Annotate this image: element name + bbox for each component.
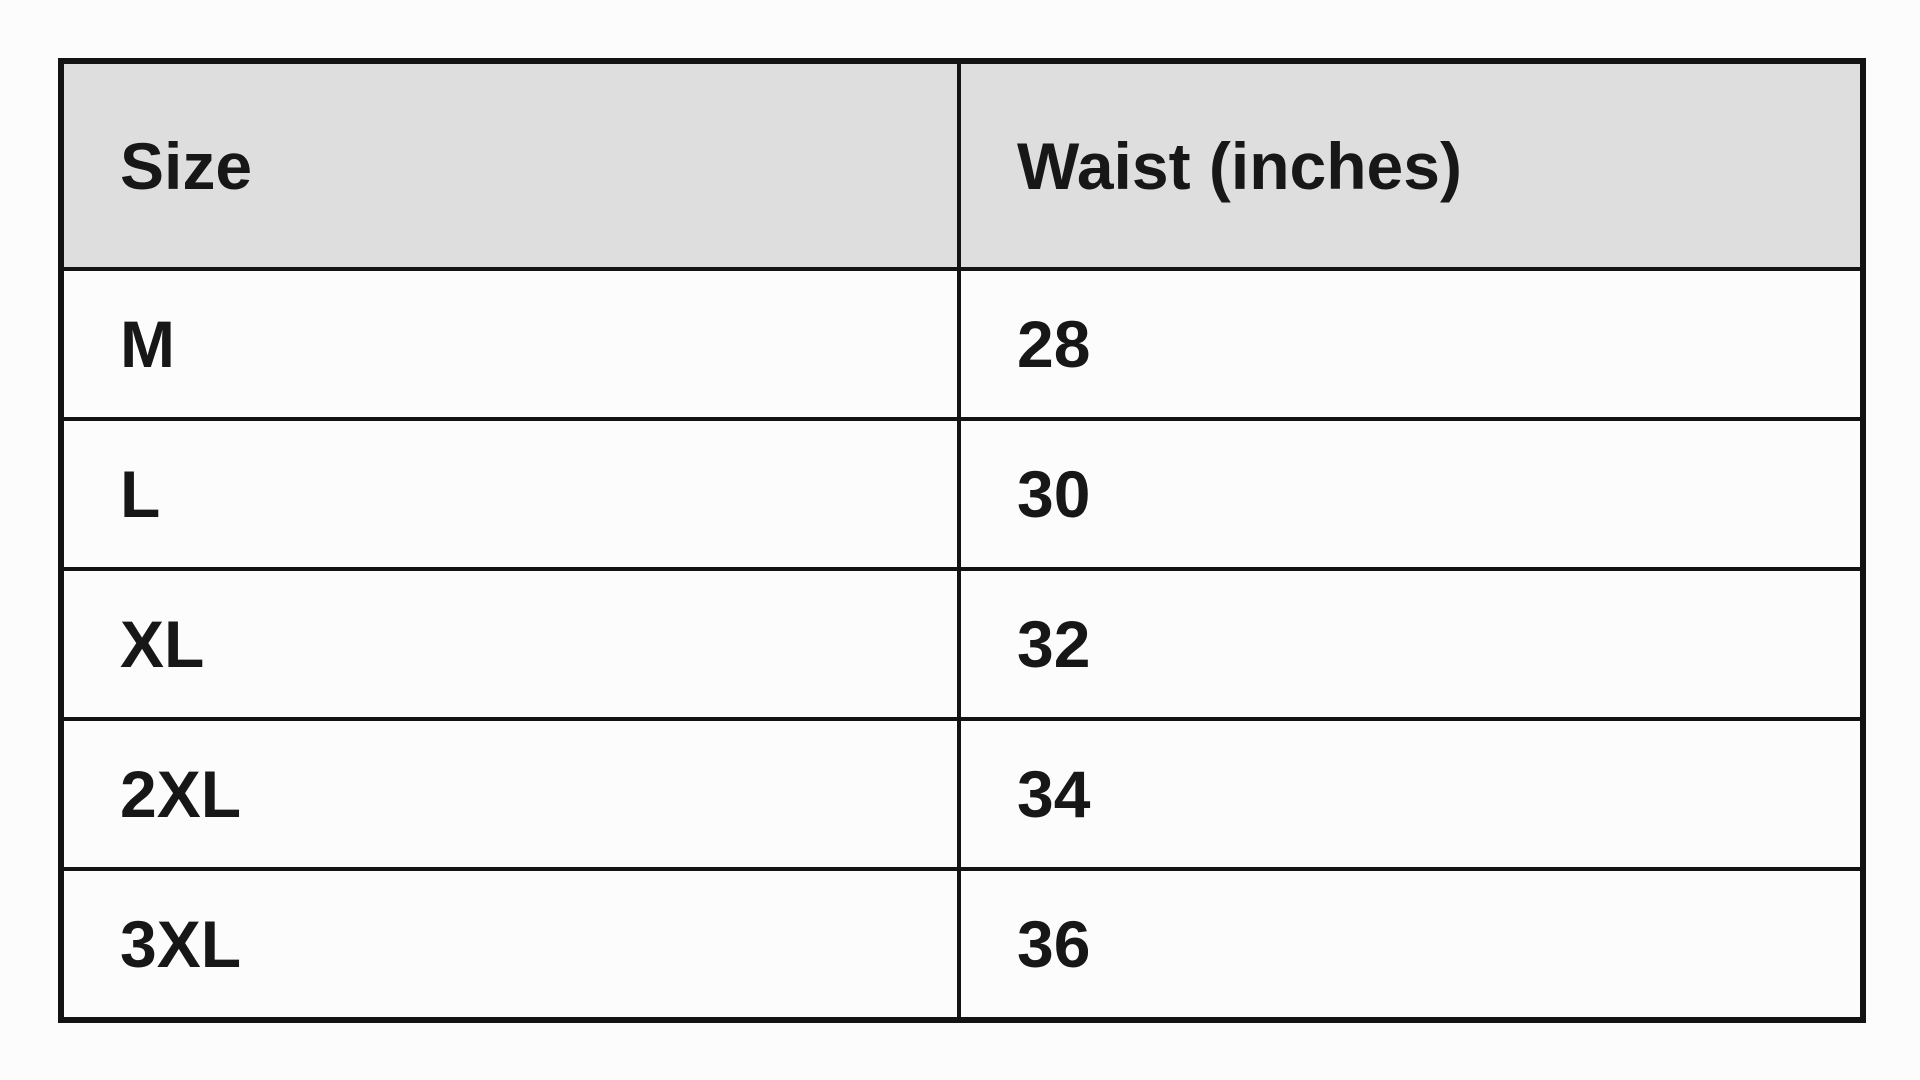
table-row: XL 32	[59, 567, 1865, 721]
column-header-size: Size	[59, 59, 961, 271]
size-cell: XL	[59, 567, 961, 721]
size-cell: M	[59, 267, 961, 421]
header-row: Size Waist (inches)	[59, 59, 1865, 271]
size-cell: 3XL	[59, 867, 961, 1022]
waist-cell: 30	[957, 417, 1865, 571]
waist-cell: 28	[957, 267, 1865, 421]
table-row: 3XL 36	[59, 867, 1865, 1022]
size-cell: L	[59, 417, 961, 571]
table-row: 2XL 34	[59, 717, 1865, 871]
table-row: M 28	[59, 267, 1865, 421]
waist-cell: 34	[957, 717, 1865, 871]
size-chart-table: Size Waist (inches) M 28 L 30 XL 32 2XL …	[58, 58, 1866, 1023]
waist-cell: 36	[957, 867, 1865, 1022]
waist-cell: 32	[957, 567, 1865, 721]
size-cell: 2XL	[59, 717, 961, 871]
table-row: L 30	[59, 417, 1865, 571]
column-header-waist: Waist (inches)	[957, 59, 1865, 271]
